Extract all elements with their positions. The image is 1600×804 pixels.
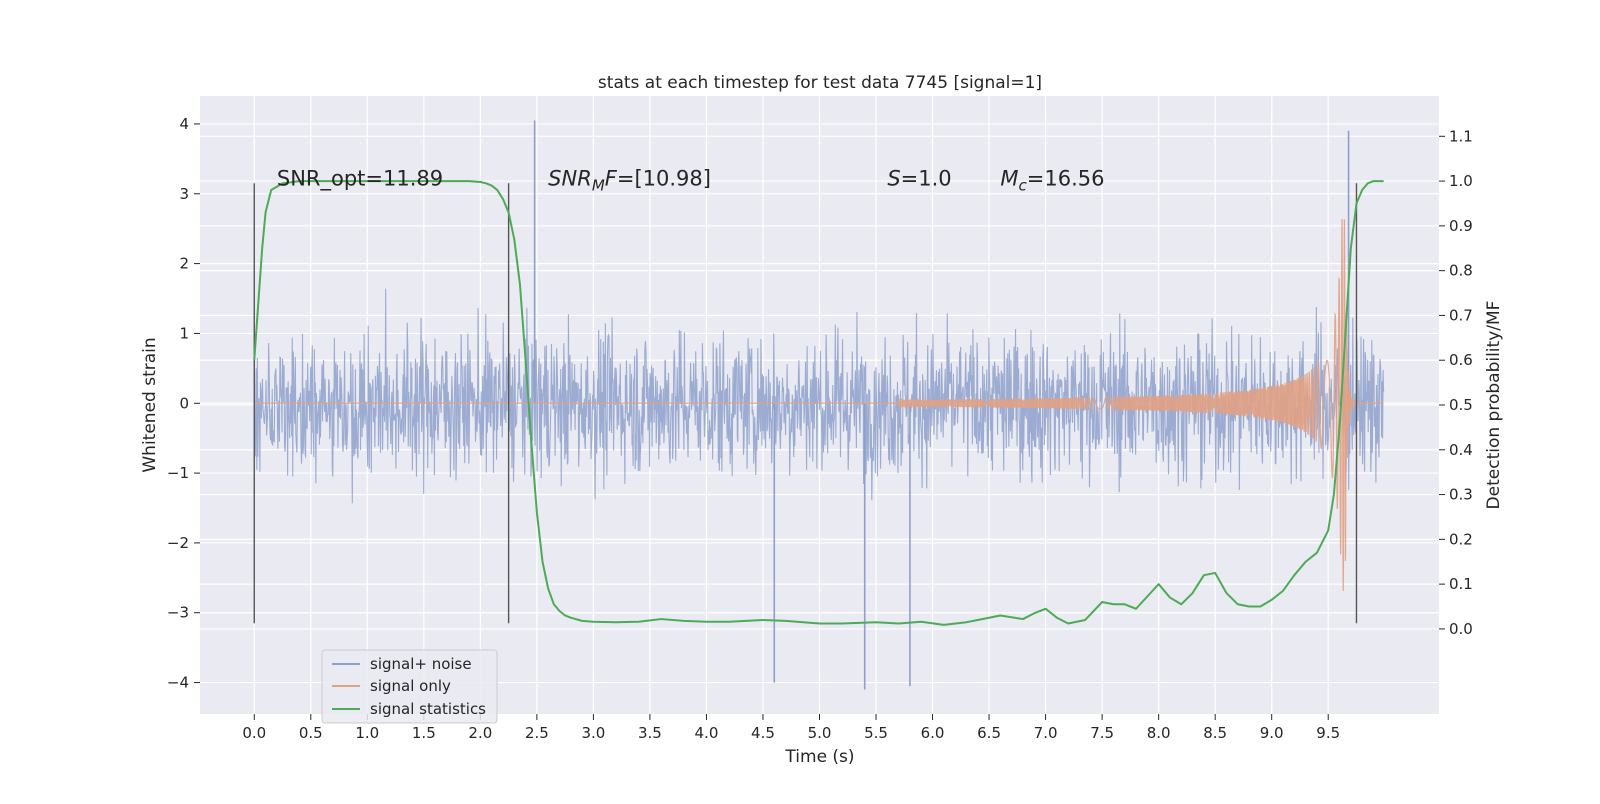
x-tick-label: 4.5	[751, 724, 775, 742]
legend-label-noise: signal+ noise	[370, 655, 472, 673]
y-tick-label: 0	[179, 394, 189, 412]
y-tick-label: 2	[179, 255, 189, 273]
y-right-tick-label: 0.0	[1449, 620, 1473, 638]
annotation-1: SNRMF=[10.98]	[548, 166, 711, 194]
x-tick-label: 2.5	[525, 724, 549, 742]
annotation-0: SNR_opt=11.89	[277, 166, 443, 191]
annotation-3: Mc=16.56	[1000, 166, 1104, 194]
y-tick-label: −1	[167, 464, 189, 482]
y-tick-label: 3	[179, 185, 189, 203]
y-tick-label: 1	[179, 324, 189, 342]
x-tick-label: 6.5	[977, 724, 1001, 742]
y-right-tick-label: 0.5	[1449, 396, 1473, 414]
y-right-tick-label: 0.9	[1449, 217, 1473, 235]
y-right-tick-label: 0.2	[1449, 530, 1473, 548]
signal-series	[254, 218, 1384, 592]
x-tick-label: 8.0	[1147, 724, 1171, 742]
stats-series	[253, 180, 1384, 626]
axis-ticks: 0.0 0.5 1.0 1.5 2.0 2.5 3.0 3.5 4.0 4.5 5.0 5.5 6.0 6…	[167, 115, 1473, 742]
y-right-tick-label: 0.1	[1449, 575, 1473, 593]
y-right-tick-label: 1.0	[1449, 172, 1473, 190]
y-right-axis-label: Detection probability/MF	[1484, 301, 1504, 510]
legend: signal+ noise signal only signal statist…	[321, 649, 498, 724]
x-tick-label: 1.5	[412, 724, 436, 742]
x-tick-label: 1.0	[355, 724, 379, 742]
y-right-tick-label: 0.6	[1449, 351, 1473, 369]
legend-label-signal: signal only	[370, 677, 451, 695]
x-tick-label: 0.0	[242, 724, 266, 742]
x-tick-label: 9.0	[1260, 724, 1284, 742]
legend-box	[321, 649, 498, 724]
y-right-tick-label: 0.7	[1449, 306, 1473, 324]
y-right-tick-label: 1.1	[1449, 127, 1473, 145]
stats-line	[253, 180, 1384, 626]
x-tick-label: 8.5	[1203, 724, 1227, 742]
x-tick-label: 3.0	[581, 724, 605, 742]
x-tick-label: 9.5	[1316, 724, 1340, 742]
marker-lines	[253, 183, 1358, 624]
y-tick-label: −3	[167, 604, 189, 622]
x-axis-label: Time (s)	[784, 747, 854, 767]
signal-trace	[254, 218, 1384, 592]
x-tick-label: 3.5	[638, 724, 662, 742]
y-right-tick-label: 0.3	[1449, 486, 1473, 504]
annotations: SNR_opt=11.89 SNRMF=[10.98] S=1.0 Mc=16.56	[277, 166, 1105, 194]
x-tick-label: 5.0	[808, 724, 832, 742]
x-tick-label: 4.0	[695, 724, 719, 742]
x-tick-label: 0.5	[299, 724, 323, 742]
y-tick-label: 4	[179, 115, 189, 133]
x-tick-label: 6.0	[921, 724, 945, 742]
legend-label-stats: signal statistics	[370, 700, 486, 718]
y-axis-label: Whitened strain	[140, 337, 160, 472]
y-tick-label: −2	[167, 534, 189, 552]
y-tick-label: −4	[167, 674, 189, 692]
x-tick-label: 7.0	[1034, 724, 1058, 742]
annotation-2: S=1.0	[887, 166, 951, 190]
x-tick-label: 5.5	[864, 724, 888, 742]
y-right-tick-label: 0.4	[1449, 441, 1473, 459]
chart-title: stats at each timestep for test data 774…	[598, 73, 1042, 93]
x-tick-label: 2.0	[468, 724, 492, 742]
y-right-tick-label: 0.8	[1449, 262, 1473, 280]
x-tick-label: 7.5	[1090, 724, 1114, 742]
